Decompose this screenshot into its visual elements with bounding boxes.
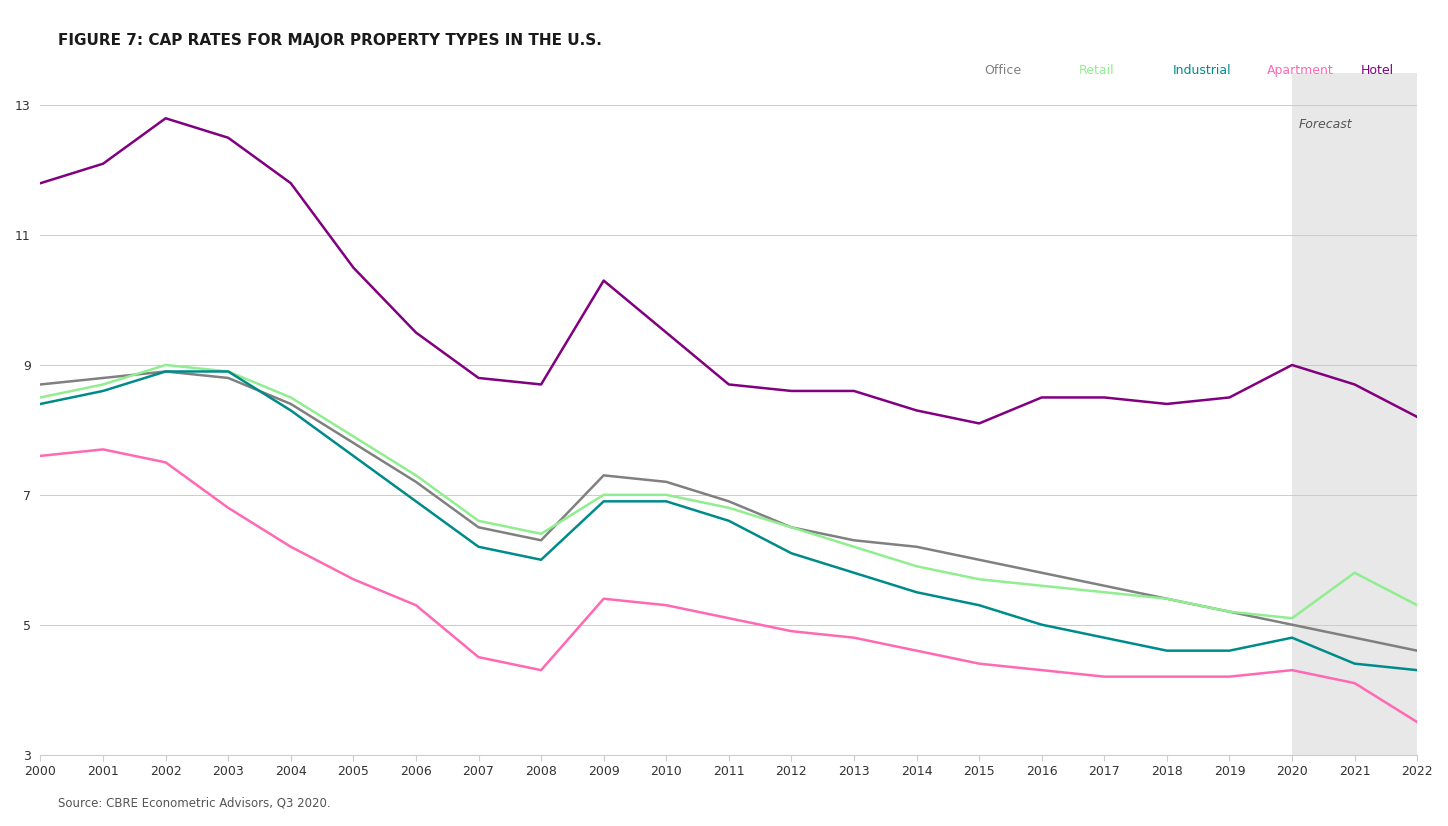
- Text: FIGURE 7: CAP RATES FOR MAJOR PROPERTY TYPES IN THE U.S.: FIGURE 7: CAP RATES FOR MAJOR PROPERTY T…: [58, 33, 602, 48]
- Text: Industrial: Industrial: [1173, 64, 1231, 77]
- Text: Office: Office: [985, 64, 1022, 77]
- Text: Hotel: Hotel: [1361, 64, 1394, 77]
- Text: Retail: Retail: [1079, 64, 1115, 77]
- Bar: [1292, 73, 1418, 754]
- Text: Forecast: Forecast: [1299, 118, 1352, 131]
- Text: Source: CBRE Econometric Advisors, Q3 2020.: Source: CBRE Econometric Advisors, Q3 20…: [58, 796, 330, 809]
- Text: Apartment: Apartment: [1267, 64, 1334, 77]
